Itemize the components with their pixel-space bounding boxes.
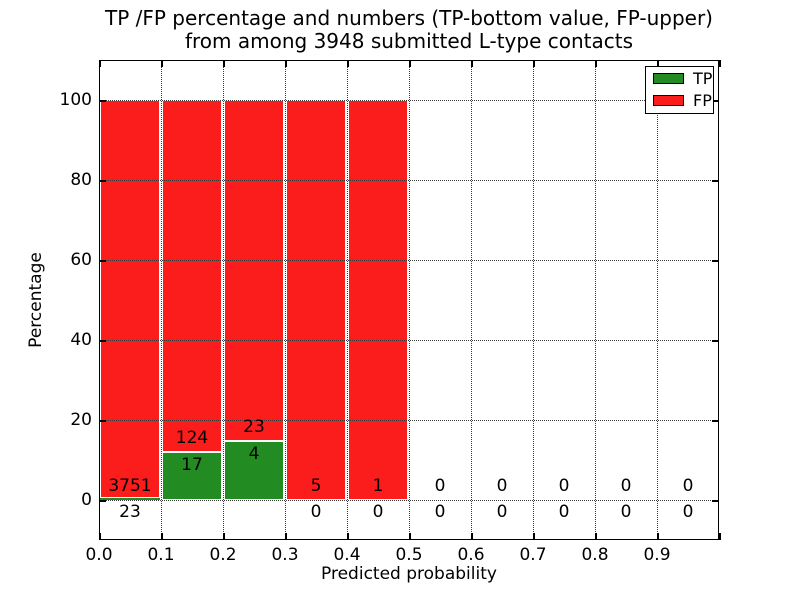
x-tick-mark (347, 533, 349, 540)
x-tick-label: 0.7 (519, 545, 547, 565)
x-tick-mark (223, 60, 225, 67)
x-tick-label: 0.3 (271, 545, 299, 565)
tp-count-label: 0 (558, 502, 570, 522)
legend-label-tp: TP (693, 68, 713, 88)
x-tick-label: 0.1 (147, 545, 175, 565)
bar-fp-0.2-0.3 (224, 100, 284, 441)
legend: TP FP (645, 66, 714, 114)
legend-entry-fp: FP (646, 89, 713, 111)
gridline-vertical (223, 60, 224, 540)
tp-count-label: 0 (310, 502, 322, 522)
x-tick-mark (533, 533, 535, 540)
x-tick-mark (719, 60, 721, 67)
y-tick-mark (99, 180, 106, 182)
y-tick-mark (99, 420, 106, 422)
y-tick-mark (99, 500, 106, 502)
x-tick-label: 0.9 (643, 545, 671, 565)
x-tick-label: 0.6 (457, 545, 485, 565)
x-tick-mark (657, 533, 659, 540)
gridline-vertical (657, 60, 658, 540)
bar-fp-0.0-0.1 (100, 100, 160, 498)
x-axis-label: Predicted probability (321, 564, 497, 584)
fp-count-label: 5 (310, 476, 322, 496)
tp-count-label: 0 (620, 502, 632, 522)
y-tick-label: 20 (70, 410, 92, 430)
x-tick-label: 0.8 (581, 545, 609, 565)
bar-fp-0.1-0.2 (162, 100, 222, 452)
bar-tp-0.0-0.1 (100, 497, 160, 500)
bar-fp-0.4-0.5 (348, 100, 408, 500)
x-tick-label: 0.5 (395, 545, 423, 565)
plot-area: TP FP 3751 23 124 17 23 4 5 0 1 0 0 0 0 0 0 0 0 0 0 0 (99, 60, 721, 540)
fp-count-label: 1 (372, 476, 384, 496)
chart-title-line-2: from among 3948 submitted L-type contact… (184, 29, 634, 53)
tp-count-label: 0 (372, 502, 384, 522)
y-tick-mark (99, 340, 106, 342)
chart-title-line-1: TP /FP percentage and numbers (TP-bottom… (105, 6, 713, 30)
x-tick-mark (719, 533, 721, 540)
bar-tp-0.2-0.3 (224, 440, 284, 500)
gridline-vertical (595, 60, 596, 540)
tp-count-label: 0 (434, 502, 446, 522)
y-tick-mark (99, 100, 106, 102)
fp-count-label: 0 (620, 476, 632, 496)
fp-color-swatch (653, 94, 684, 106)
x-tick-mark (595, 60, 597, 67)
y-tick-mark (99, 260, 106, 262)
x-tick-label: 0.4 (333, 545, 361, 565)
tp-count-label: 23 (119, 502, 141, 522)
x-tick-mark (285, 533, 287, 540)
fp-count-label: 0 (558, 476, 570, 496)
x-tick-mark (595, 533, 597, 540)
y-tick-mark (712, 100, 719, 102)
y-tick-label: 60 (70, 250, 92, 270)
gridline-vertical (285, 60, 286, 540)
fp-count-label: 124 (175, 427, 209, 448)
fp-count-label: 0 (434, 476, 446, 496)
x-tick-mark (99, 60, 101, 67)
x-tick-mark (533, 60, 535, 67)
x-tick-mark (471, 60, 473, 67)
x-tick-mark (657, 60, 659, 67)
y-tick-label: 80 (70, 170, 92, 190)
x-tick-label: 0.0 (85, 545, 113, 565)
y-tick-label: 40 (70, 330, 92, 350)
x-tick-mark (471, 533, 473, 540)
tp-count-label: 4 (248, 443, 260, 464)
x-tick-mark (409, 60, 411, 67)
tp-count-label: 0 (496, 502, 508, 522)
gridline-vertical (409, 60, 410, 540)
x-tick-mark (223, 533, 225, 540)
gridline-vertical (533, 60, 534, 540)
fp-count-label: 23 (243, 416, 265, 437)
x-tick-mark (347, 60, 349, 67)
gridline-vertical (347, 60, 348, 540)
gridline-vertical (471, 60, 472, 540)
x-tick-mark (409, 533, 411, 540)
x-tick-mark (285, 60, 287, 67)
y-tick-mark (712, 260, 719, 262)
y-tick-mark (712, 500, 719, 502)
fp-count-label: 3751 (108, 476, 152, 496)
gridline-vertical (161, 60, 162, 540)
bar-tp-0.1-0.2 (162, 451, 222, 500)
tp-color-swatch (653, 72, 684, 84)
x-tick-mark (161, 533, 163, 540)
y-tick-label: 0 (81, 490, 92, 510)
y-tick-mark (712, 420, 719, 422)
legend-label-fp: FP (693, 90, 712, 110)
x-tick-mark (161, 60, 163, 67)
legend-entry-tp: TP (646, 67, 713, 89)
y-tick-mark (712, 340, 719, 342)
bar-fp-0.3-0.4 (286, 100, 346, 500)
y-tick-mark (712, 180, 719, 182)
x-tick-mark (99, 533, 101, 540)
tp-count-label: 0 (682, 502, 694, 522)
fp-count-label: 0 (682, 476, 694, 496)
tp-count-label: 17 (181, 454, 203, 475)
fp-count-label: 0 (496, 476, 508, 496)
y-tick-label: 100 (59, 90, 92, 110)
x-tick-label: 0.2 (209, 545, 237, 565)
